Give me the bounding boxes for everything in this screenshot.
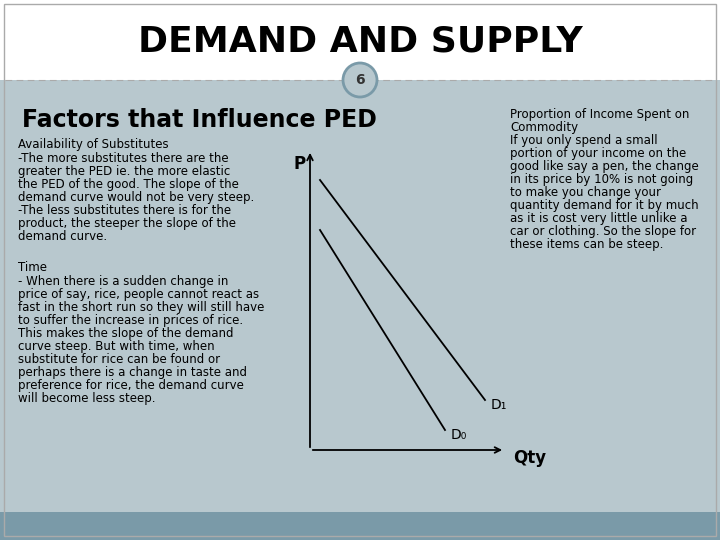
Text: Qty: Qty	[513, 449, 546, 467]
Text: fast in the short run so they will still have: fast in the short run so they will still…	[18, 301, 264, 314]
Text: car or clothing. So the slope for: car or clothing. So the slope for	[510, 225, 696, 238]
Text: P: P	[294, 155, 306, 173]
Text: DEMAND AND SUPPLY: DEMAND AND SUPPLY	[138, 25, 582, 59]
Text: will become less steep.: will become less steep.	[18, 392, 156, 405]
Text: D₁: D₁	[491, 398, 508, 412]
Text: If you only spend a small: If you only spend a small	[510, 134, 657, 147]
Text: substitute for rice can be found or: substitute for rice can be found or	[18, 353, 220, 366]
Text: greater the PED ie. the more elastic: greater the PED ie. the more elastic	[18, 165, 230, 178]
Text: perhaps there is a change in taste and: perhaps there is a change in taste and	[18, 366, 247, 379]
Bar	[0, 512, 720, 540]
Text: as it is cost very little unlike a: as it is cost very little unlike a	[510, 212, 688, 225]
Text: 6: 6	[355, 73, 365, 87]
Text: -The less substitutes there is for the: -The less substitutes there is for the	[18, 204, 231, 217]
Text: product, the steeper the slope of the: product, the steeper the slope of the	[18, 217, 236, 230]
Text: these items can be steep.: these items can be steep.	[510, 238, 663, 251]
Text: Availability of Substitutes: Availability of Substitutes	[18, 138, 168, 151]
Text: preference for rice, the demand curve: preference for rice, the demand curve	[18, 379, 244, 392]
Text: - When there is a sudden change in: - When there is a sudden change in	[18, 275, 228, 288]
Text: Commodity: Commodity	[510, 121, 578, 134]
Text: demand curve.: demand curve.	[18, 230, 107, 243]
Text: to suffer the increase in prices of rice.: to suffer the increase in prices of rice…	[18, 314, 243, 327]
Circle shape	[343, 63, 377, 97]
Text: price of say, rice, people cannot react as: price of say, rice, people cannot react …	[18, 288, 259, 301]
Text: portion of your income on the: portion of your income on the	[510, 147, 686, 160]
Text: in its price by 10% is not going: in its price by 10% is not going	[510, 173, 693, 186]
Text: quantity demand for it by much: quantity demand for it by much	[510, 199, 698, 212]
Text: Proportion of Income Spent on: Proportion of Income Spent on	[510, 108, 689, 121]
Text: to make you change your: to make you change your	[510, 186, 661, 199]
Text: the PED of the good. The slope of the: the PED of the good. The slope of the	[18, 178, 239, 191]
Text: Time: Time	[18, 261, 47, 274]
Text: curve steep. But with time, when: curve steep. But with time, when	[18, 340, 215, 353]
Text: -The more substitutes there are the: -The more substitutes there are the	[18, 152, 229, 165]
Text: Factors that Influence PED: Factors that Influence PED	[22, 108, 377, 132]
Text: demand curve would not be very steep.: demand curve would not be very steep.	[18, 191, 254, 204]
Text: This makes the slope of the demand: This makes the slope of the demand	[18, 327, 233, 340]
Text: good like say a pen, the change: good like say a pen, the change	[510, 160, 698, 173]
Bar	[0, 0, 720, 80]
Text: D₀: D₀	[451, 428, 467, 442]
